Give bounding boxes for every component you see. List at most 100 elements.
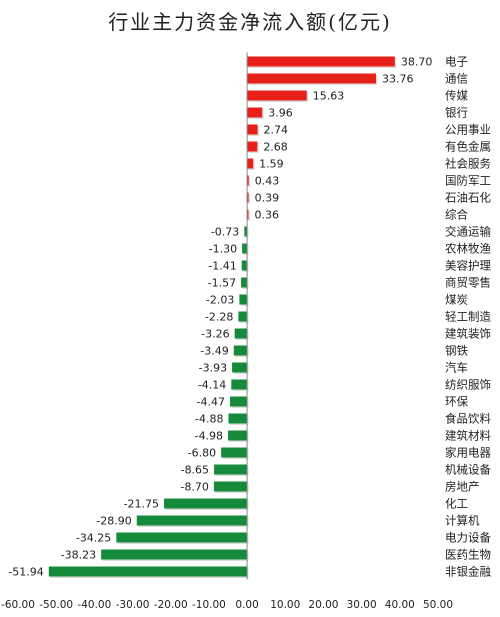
bar — [241, 277, 248, 288]
bar-shadow — [248, 177, 251, 187]
data-label: -8.65 — [181, 464, 209, 477]
data-label: -1.57 — [208, 277, 236, 290]
x-tick-label: -60.00 — [1, 599, 35, 611]
data-label: -3.49 — [200, 345, 228, 358]
category-label: 公用事业 — [445, 123, 491, 137]
bar — [247, 175, 249, 186]
bar — [116, 532, 248, 543]
category-label: 钢铁 — [445, 344, 468, 358]
bar — [164, 498, 248, 509]
bar — [101, 549, 248, 560]
data-label: 38.70 — [401, 56, 433, 69]
bar — [228, 430, 248, 441]
x-tick-label: -10.00 — [192, 599, 226, 611]
bar-shadow — [248, 194, 251, 204]
data-label: -3.93 — [199, 362, 227, 375]
bar — [213, 481, 248, 492]
category-label: 机械设备 — [445, 463, 491, 477]
data-label: 3.96 — [268, 107, 293, 120]
bar — [234, 328, 248, 339]
chart-title: 行业主力资金净流入额(亿元) — [108, 10, 392, 34]
x-tick-label: 50.00 — [423, 599, 453, 611]
category-label: 轻工制造 — [445, 310, 491, 324]
data-label: -6.80 — [188, 447, 216, 460]
data-label: 0.39 — [255, 192, 280, 205]
bar — [244, 226, 248, 237]
category-label: 商贸零售 — [445, 276, 491, 290]
x-tick-label: -40.00 — [77, 599, 111, 611]
x-tick-label: -30.00 — [116, 599, 150, 611]
data-label: -38.23 — [61, 549, 96, 562]
data-label: -0.73 — [211, 226, 239, 239]
data-label: -51.94 — [8, 566, 43, 579]
data-label: 0.43 — [255, 175, 280, 188]
bar — [241, 260, 248, 271]
bar — [231, 379, 248, 390]
data-label: -34.25 — [76, 532, 111, 545]
category-label: 煤炭 — [445, 293, 468, 307]
category-label: 食品饮料 — [445, 412, 491, 426]
category-label: 国防军工 — [445, 174, 491, 188]
category-label: 传媒 — [445, 89, 468, 103]
bar — [239, 294, 248, 305]
data-label: -28.90 — [96, 515, 131, 528]
data-label: -3.26 — [201, 328, 229, 341]
bar — [247, 158, 254, 169]
category-label: 电子 — [445, 55, 468, 69]
data-label: 2.74 — [264, 124, 289, 137]
category-label: 美容护理 — [445, 259, 491, 273]
category-label: 建筑材料 — [445, 429, 491, 443]
data-label: -8.70 — [180, 481, 208, 494]
category-label: 环保 — [445, 395, 468, 409]
bar — [214, 464, 248, 475]
category-label: 计算机 — [445, 514, 480, 528]
bar — [247, 90, 307, 101]
category-label: 建筑装饰 — [445, 327, 491, 341]
bar — [247, 73, 376, 84]
bar — [247, 192, 249, 203]
bar-shadow — [248, 211, 250, 221]
category-label: 银行 — [445, 106, 468, 120]
data-label: 15.63 — [313, 90, 345, 103]
data-label: -2.03 — [206, 294, 234, 307]
bar — [242, 243, 248, 254]
category-label: 房地产 — [445, 480, 480, 494]
bar — [230, 396, 248, 407]
x-tick-label: 40.00 — [385, 599, 415, 611]
bar — [232, 362, 248, 373]
category-label: 农林牧渔 — [445, 242, 491, 256]
category-label: 电力设备 — [445, 531, 491, 545]
x-tick-label: -50.00 — [39, 599, 73, 611]
bar — [247, 209, 249, 220]
bar — [238, 311, 248, 322]
bar — [136, 515, 248, 526]
bar — [48, 566, 248, 577]
data-label: 0.36 — [254, 209, 279, 222]
bar — [233, 345, 248, 356]
x-tick-label: 0.00 — [235, 599, 258, 611]
data-label: -4.47 — [197, 396, 225, 409]
data-label: -2.28 — [205, 311, 233, 324]
x-tick-label: -20.00 — [154, 599, 188, 611]
data-label: -1.41 — [208, 260, 236, 273]
x-tick-label: 30.00 — [347, 599, 377, 611]
data-label: -4.88 — [195, 413, 223, 426]
bar — [228, 413, 248, 424]
bar — [247, 107, 263, 118]
category-label: 家用电器 — [445, 446, 491, 460]
category-label: 通信 — [445, 72, 468, 86]
bar — [247, 141, 258, 152]
data-label: 1.59 — [259, 158, 284, 171]
category-label: 化工 — [445, 497, 468, 511]
category-label: 医药生物 — [445, 548, 491, 562]
bar — [247, 124, 258, 135]
data-label: 33.76 — [382, 73, 414, 86]
data-label: -4.14 — [198, 379, 226, 392]
data-label: 2.68 — [263, 141, 288, 154]
data-label: -21.75 — [124, 498, 159, 511]
category-label: 交通运输 — [445, 225, 491, 239]
category-label: 有色金属 — [445, 140, 491, 154]
x-tick-label: 10.00 — [270, 599, 300, 611]
category-label: 非银金融 — [445, 565, 491, 579]
